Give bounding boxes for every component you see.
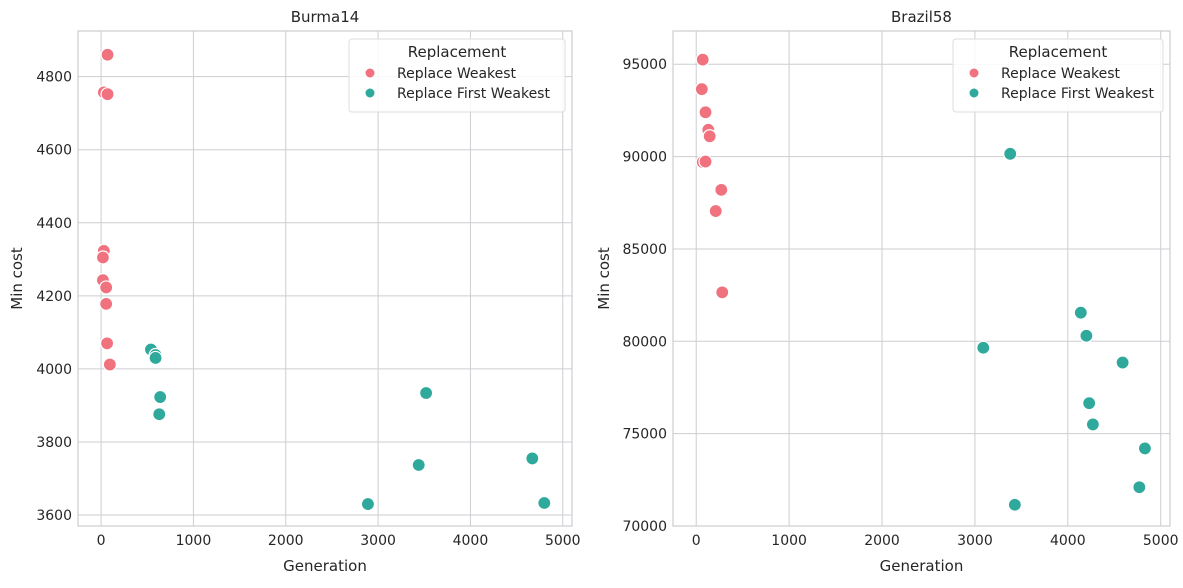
data-point-replace-first-weakest (148, 350, 163, 366)
data-point-replace-first-weakest (153, 389, 168, 405)
data-point-replace-first-weakest (525, 451, 540, 466)
data-point-replace-first-weakest (1003, 146, 1018, 161)
x-tick-label: 0 (97, 533, 106, 549)
chart-panel-1: 0 1000 2000 3000 4000 5000 3600 3800 4000 4200 440… (8, 8, 581, 575)
y-tick-label: 85000 (622, 242, 667, 258)
y-axis-label: Min cost (595, 247, 613, 310)
data-point-replace-weakest (99, 336, 115, 351)
chart-panel-2: 0 1000 2000 3000 4000 5000 70000 75000 80000 8500… (595, 8, 1179, 575)
legend-entry: Replace Weakest (397, 66, 517, 82)
y-tick-label: 4000 (36, 362, 72, 378)
x-tick-label: 4000 (1050, 533, 1086, 549)
data-point-replace-first-weakest (419, 385, 434, 401)
data-point-replace-weakest (708, 203, 723, 219)
y-tick-label: 75000 (622, 427, 667, 443)
chart-title: Burma14 (291, 8, 360, 26)
data-point-replace-weakest (99, 296, 114, 311)
x-tick-label: 2000 (268, 533, 304, 549)
legend-marker (968, 67, 980, 79)
x-tick-label: 5000 (545, 533, 581, 549)
data-point-replace-first-weakest (1079, 328, 1094, 343)
data-point-replace-first-weakest (1007, 497, 1022, 512)
x-tick-label: 1000 (771, 533, 807, 549)
legend-entry: Replace First Weakest (1001, 86, 1154, 102)
data-point-replace-weakest (698, 154, 713, 169)
y-tick-label: 4800 (36, 70, 72, 86)
data-point-replace-first-weakest (1115, 355, 1130, 370)
data-point-replace-first-weakest (411, 457, 426, 473)
x-tick-label: 5000 (1143, 533, 1179, 549)
legend-box (952, 38, 1164, 113)
data-point-replace-first-weakest (1137, 441, 1153, 456)
legend-title: Replacement (408, 43, 507, 61)
data-point-replace-weakest (714, 182, 729, 197)
x-axis-label: Generation (283, 557, 367, 575)
legend: Replacement Replace Weakest Replace First … (952, 38, 1164, 113)
data-point-replace-first-weakest (537, 495, 552, 511)
legend-marker (364, 87, 376, 99)
data-point-replace-weakest (715, 285, 730, 300)
legend-entry: Replace Weakest (1001, 66, 1121, 82)
data-point-replace-first-weakest (1073, 305, 1088, 320)
x-tick-label: 0 (692, 533, 701, 549)
data-point-replace-first-weakest (1082, 396, 1097, 411)
legend: Replacement Replace Weakest Replace First … (348, 38, 566, 113)
axes-frame (77, 30, 573, 527)
data-point-replace-weakest (695, 52, 710, 67)
x-tick-label: 1000 (176, 533, 212, 549)
data-point-replace-weakest (100, 47, 115, 62)
data-point-replace-weakest (102, 357, 117, 372)
axes-frame (672, 30, 1171, 527)
y-tick-label: 4600 (36, 143, 72, 159)
legend-box (348, 38, 566, 113)
data-point-replace-first-weakest (1132, 480, 1147, 495)
x-tick-label: 3000 (957, 533, 993, 549)
x-tick-label: 2000 (864, 533, 900, 549)
y-tick-label: 4400 (36, 216, 72, 232)
x-tick-label: 3000 (360, 533, 396, 549)
y-tick-label: 80000 (622, 334, 667, 350)
x-tick-label: 4000 (453, 533, 489, 549)
legend-marker (364, 67, 376, 79)
data-point-replace-first-weakest (152, 407, 167, 422)
y-tick-label: 3800 (36, 435, 72, 451)
data-point-replace-weakest (99, 280, 114, 295)
data-point-replace-first-weakest (1085, 417, 1100, 432)
legend-entry: Replace First Weakest (397, 86, 550, 102)
y-tick-label: 70000 (622, 519, 667, 535)
legend-marker (968, 87, 980, 99)
y-tick-label: 4200 (36, 289, 72, 305)
y-tick-label: 3600 (36, 508, 72, 524)
data-point-replace-first-weakest (976, 340, 991, 355)
data-point-replace-weakest (100, 87, 115, 102)
data-point-replace-weakest (702, 129, 717, 144)
x-axis-label: Generation (880, 557, 964, 575)
data-point-replace-weakest (95, 250, 111, 265)
y-tick-label: 95000 (622, 57, 667, 73)
y-axis-label: Min cost (8, 247, 26, 310)
y-tick-label: 90000 (622, 150, 667, 166)
data-point-replace-weakest (698, 105, 713, 120)
chart-title: Brazil58 (891, 8, 952, 26)
data-point-replace-first-weakest (360, 496, 376, 512)
data-point-replace-weakest (694, 82, 709, 97)
legend-title: Replacement (1009, 43, 1108, 61)
